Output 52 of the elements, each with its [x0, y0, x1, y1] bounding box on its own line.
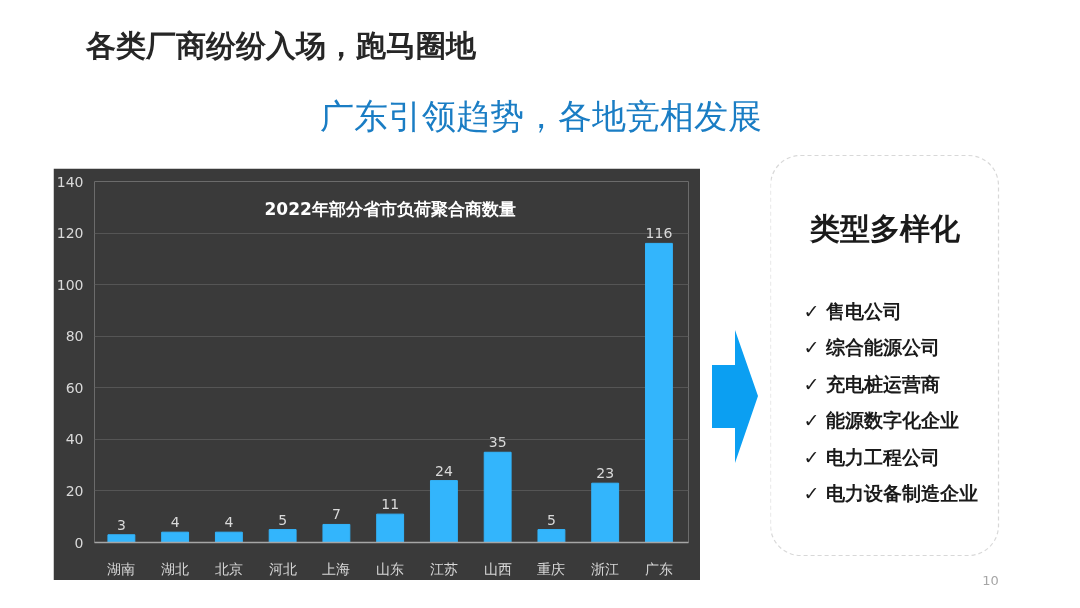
- y-tick-label: 140: [56, 173, 84, 190]
- text: ✓ 售电公司: [803, 299, 903, 322]
- data-label: 24: [435, 462, 453, 479]
- data-label: 5: [278, 511, 288, 528]
- x-tick-label: 广东: [644, 560, 673, 577]
- data-label: 3: [116, 516, 126, 533]
- data-label: 23: [596, 465, 615, 482]
- text: ✓ 综合能源公司: [803, 336, 941, 358]
- data-label: 4: [224, 514, 234, 531]
- x-tick-label: 湖北: [161, 560, 190, 577]
- y-tick-label: 40: [65, 431, 84, 448]
- x-tick-label: 江苏: [429, 560, 458, 577]
- bar: [214, 531, 243, 543]
- bar: [322, 523, 351, 543]
- bar: [537, 529, 566, 543]
- bar: [645, 242, 673, 543]
- data-label: 116: [645, 225, 673, 242]
- text: 广东引领趋势，各地竞相发展: [319, 95, 762, 136]
- x-tick-label: 山西: [483, 560, 512, 577]
- text: ✓ 能源数字化企业: [803, 409, 960, 431]
- text: 2022年部分省市负荷聚合商数量: [264, 198, 516, 219]
- bar: [591, 482, 620, 543]
- text: ✓ 电力工程公司: [803, 445, 941, 468]
- text: 各类厂商纷纷入场，跑马圈地: [84, 28, 477, 63]
- y-tick-label: 120: [56, 225, 84, 242]
- data-label: 11: [381, 496, 400, 513]
- text: 10: [982, 573, 999, 588]
- x-tick-label: 山东: [376, 560, 405, 577]
- y-tick-label: 100: [56, 276, 84, 293]
- y-tick-label: 60: [65, 379, 84, 396]
- x-tick-label: 浙江: [591, 560, 620, 577]
- bar: [268, 529, 297, 543]
- data-label: 35: [488, 434, 507, 451]
- x-tick-label: 河北: [268, 560, 297, 577]
- bar: [161, 531, 190, 543]
- bar: [429, 480, 458, 543]
- y-tick-label: 80: [65, 328, 84, 345]
- text: ✓ 电力设备制造企业: [803, 482, 979, 504]
- bar: [376, 513, 405, 543]
- x-tick-label: 湖南: [107, 560, 136, 577]
- bar: [107, 534, 136, 543]
- data-label: 4: [170, 514, 180, 531]
- bar: [483, 451, 512, 543]
- text: ✓ 充电桩运营商: [803, 372, 941, 395]
- y-tick-label: 20: [65, 482, 84, 499]
- data-label: 5: [546, 511, 556, 528]
- text: 类型多样化: [808, 211, 961, 246]
- x-tick-label: 上海: [322, 560, 351, 577]
- x-tick-label: 北京: [214, 560, 243, 577]
- data-label: 7: [331, 506, 341, 523]
- y-tick-label: 0: [74, 534, 84, 551]
- x-tick-label: 重庆: [537, 560, 566, 577]
